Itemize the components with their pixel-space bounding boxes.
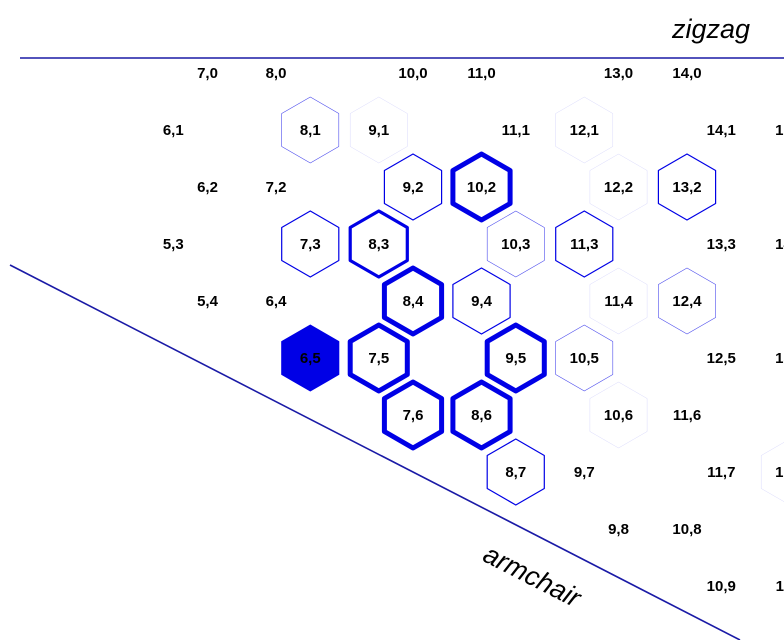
index-label-8-6: 8,6 (471, 407, 492, 424)
index-label-6-5: 6,5 (300, 350, 321, 367)
hexagon-9-5 (484, 322, 547, 394)
index-label-9-4: 9,4 (471, 293, 493, 310)
index-label-8-7: 8,7 (505, 464, 526, 481)
index-label-5-4: 5,4 (197, 293, 219, 310)
index-label-9-1: 9,1 (368, 122, 389, 139)
index-label-7-5: 7,5 (368, 350, 389, 367)
index-label-9-7: 9,7 (574, 464, 595, 481)
index-label-12-5: 12,5 (707, 350, 736, 367)
index-label-12-4: 12,4 (672, 293, 702, 310)
index-label-11-9: 11,9 (776, 578, 784, 595)
hexagon-8-4 (381, 265, 445, 337)
index-label-12-1: 12,1 (570, 122, 599, 139)
hexagon-8-6 (450, 379, 513, 451)
hexagon-12-1 (555, 96, 614, 164)
hexagon-12-7 (760, 442, 784, 502)
index-label-7-3: 7,3 (300, 236, 321, 253)
index-label-7-2: 7,2 (266, 179, 287, 196)
hexagon-10-2 (450, 151, 513, 223)
index-label-14-3: 14,3 (775, 236, 784, 253)
index-label-6-1: 6,1 (163, 122, 184, 139)
index-label-12-7: 12,7 (775, 464, 784, 481)
hexagon-9-4 (452, 267, 511, 335)
index-label-8-0: 8,0 (266, 65, 287, 82)
index-label-11-6: 11,6 (673, 407, 701, 424)
hexagon-10-3 (486, 210, 545, 278)
index-label-10-9: 10,9 (707, 578, 736, 595)
hexagon-7-3 (281, 210, 340, 278)
hexagon-11-3 (555, 210, 614, 278)
index-label-8-3: 8,3 (368, 236, 389, 253)
hexagon-12-2 (589, 153, 648, 221)
index-label-11-0: 11,0 (467, 65, 495, 82)
index-label-7-6: 7,6 (403, 407, 424, 424)
hexagon-8-3 (348, 209, 409, 279)
hexagon-12-4 (658, 267, 716, 335)
hexagon-13-2 (657, 153, 717, 221)
index-label-10-0: 10,0 (398, 65, 427, 82)
index-label-10-3: 10,3 (501, 236, 530, 253)
index-label-10-8: 10,8 (672, 521, 701, 538)
hexagon-7-6 (381, 379, 445, 451)
index-label-5-3: 5,3 (163, 236, 184, 253)
hexagon-7-5 (347, 322, 410, 394)
zigzag-axis-title: zigzag (671, 14, 750, 44)
armchair-axis-line (9, 264, 741, 640)
index-label-8-4: 8,4 (403, 293, 425, 310)
index-label-14-1: 14,1 (707, 122, 736, 139)
index-label-10-5: 10,5 (570, 350, 599, 367)
index-label-8-1: 8,1 (300, 122, 321, 139)
index-label-10-6: 10,6 (604, 407, 633, 424)
index-label-15-1: 15,1 (775, 122, 784, 139)
index-label-12-2: 12,2 (604, 179, 633, 196)
hexagon-10-6 (589, 381, 648, 449)
hexagon-9-2 (383, 153, 443, 221)
index-label-11-1: 11,1 (502, 122, 530, 139)
hexagon-6-5 (281, 324, 340, 392)
hexagon-layer (281, 96, 784, 506)
index-label-10-2: 10,2 (467, 179, 496, 196)
index-label-9-8: 9,8 (608, 521, 629, 538)
hexagon-9-1 (349, 96, 408, 164)
armchair-axis-title: armchair (478, 539, 586, 614)
index-label-13-5: 13,5 (775, 350, 784, 367)
hexagon-8-1 (281, 96, 340, 164)
index-label-13-0: 13,0 (604, 65, 633, 82)
index-label-layer: 7,08,010,011,013,014,016,06,18,19,111,11… (163, 65, 784, 595)
index-label-13-2: 13,2 (672, 179, 701, 196)
index-label-11-3: 11,3 (570, 236, 598, 253)
index-label-11-7: 11,7 (707, 464, 735, 481)
hexagon-11-4 (589, 267, 648, 335)
index-label-6-4: 6,4 (266, 293, 288, 310)
index-label-6-2: 6,2 (197, 179, 218, 196)
index-label-11-4: 11,4 (604, 293, 633, 310)
hexagon-10-5 (555, 324, 614, 392)
index-label-7-0: 7,0 (197, 65, 218, 82)
index-label-14-0: 14,0 (672, 65, 701, 82)
index-label-9-2: 9,2 (403, 179, 424, 196)
index-label-13-3: 13,3 (707, 236, 736, 253)
index-label-9-5: 9,5 (505, 350, 526, 367)
hexagon-8-7 (486, 438, 545, 506)
